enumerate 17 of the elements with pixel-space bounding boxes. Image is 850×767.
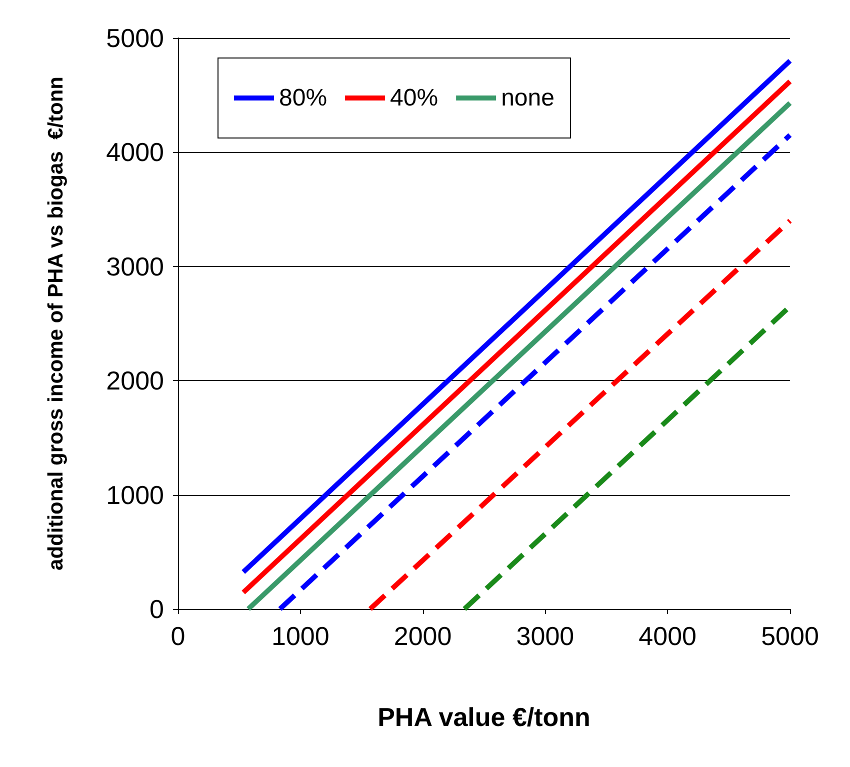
x-tick-label: 5000 xyxy=(761,621,819,651)
y-axis-title: additional gross income of PHA vs biogas €/tonn xyxy=(44,76,68,570)
y-tick-label: 5000 xyxy=(106,23,164,53)
legend-label: none xyxy=(501,84,554,112)
y-tick-label: 3000 xyxy=(106,251,164,282)
y-tick-label: 4000 xyxy=(106,137,164,168)
x-tick-label: 2000 xyxy=(394,621,452,651)
x-tick-label: 1000 xyxy=(271,621,330,651)
legend-label: 80% xyxy=(279,84,328,112)
x-axis-title: PHA value €/tonn xyxy=(378,702,590,732)
x-tick-label: 0 xyxy=(170,621,186,651)
legend-label: 40% xyxy=(390,84,438,112)
y-tick-label: 2000 xyxy=(106,366,164,396)
x-tick-label: 4000 xyxy=(638,621,697,651)
y-tick-label: 0 xyxy=(150,594,164,624)
y-tick-label: 1000 xyxy=(106,480,164,510)
x-tick-label: 3000 xyxy=(516,621,574,651)
